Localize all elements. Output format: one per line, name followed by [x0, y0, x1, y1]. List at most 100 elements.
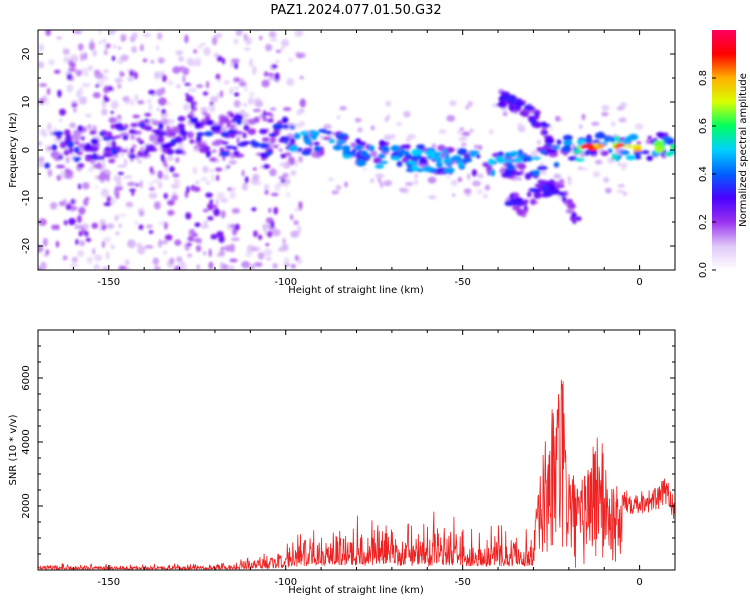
heatmap-cell	[91, 156, 100, 161]
heatmap-cell	[449, 100, 457, 107]
heatmap-cell	[91, 222, 99, 229]
heatmap-cell	[73, 141, 80, 145]
heatmap-cell	[601, 104, 610, 111]
heatmap-cell	[46, 87, 51, 96]
heatmap-cell	[610, 136, 616, 143]
heatmap-cell	[533, 115, 540, 119]
heatmap-cell	[288, 145, 299, 152]
heatmap-cell	[265, 257, 272, 261]
heatmap-cell	[517, 163, 527, 170]
heatmap-cell	[511, 206, 518, 210]
heatmap-cell	[65, 156, 70, 164]
heatmap-cell	[235, 30, 243, 37]
heatmap-cell	[229, 113, 235, 118]
heatmap-cell	[196, 132, 205, 137]
heatmap-cell	[233, 86, 240, 90]
heatmap-cell	[562, 134, 573, 141]
heatmap-cell	[73, 131, 79, 139]
heatmap-cell	[571, 212, 577, 218]
heatmap-cell	[446, 175, 451, 179]
heatmap-cell	[263, 248, 273, 257]
heatmap-cell	[265, 243, 270, 247]
heatmap-cell	[151, 179, 160, 184]
heatmap-cell	[63, 149, 70, 156]
heatmap-cell	[295, 30, 304, 37]
y-tick-label: 20	[21, 48, 32, 61]
heatmap-cell	[244, 84, 248, 93]
heatmap-cell	[266, 230, 273, 238]
heatmap-cell	[202, 91, 209, 96]
heatmap-cell	[158, 97, 167, 106]
heatmap-cell	[379, 181, 384, 188]
heatmap-cell	[110, 244, 115, 250]
heatmap-cell	[216, 192, 225, 200]
heatmap-cell	[45, 30, 51, 37]
heatmap-cell	[218, 249, 225, 257]
heatmap-cell	[90, 137, 99, 145]
heatmap-cell	[200, 224, 209, 229]
heatmap-cell	[579, 124, 583, 129]
heatmap-cell	[370, 178, 375, 184]
heatmap-cell	[102, 69, 110, 74]
heatmap-cell	[58, 201, 67, 207]
heatmap-cell	[114, 186, 124, 191]
heatmap-cell	[536, 139, 541, 145]
heatmap-cell	[624, 144, 634, 149]
heatmap-cell	[272, 263, 278, 269]
heatmap-cell	[138, 140, 145, 145]
heatmap-cell	[170, 138, 177, 145]
heatmap-cell	[146, 98, 152, 105]
heatmap-cell	[450, 179, 458, 187]
heatmap-cell	[49, 201, 58, 210]
y-tick-label: -10	[21, 190, 32, 206]
heatmap-cell	[411, 148, 423, 156]
heatmap-cell	[121, 38, 125, 42]
snr-ylabel: SNR (10 * v/v)	[8, 414, 19, 485]
heatmap-cell	[247, 128, 257, 136]
heatmap-cell	[548, 152, 559, 158]
heatmap-cell	[233, 38, 239, 45]
heatmap-cell	[102, 136, 112, 141]
heatmap-cell	[189, 139, 195, 144]
y-tick-label: 6000	[21, 365, 32, 390]
heatmap-cell	[625, 155, 636, 161]
heatmap-cell	[281, 39, 290, 47]
heatmap-cell	[526, 155, 533, 162]
heatmap-cell	[117, 46, 122, 50]
heatmap-cell	[74, 224, 81, 230]
heatmap-cell	[117, 164, 127, 168]
heatmap-cell	[227, 265, 235, 270]
colorbar-tick-label: 0.6	[698, 118, 709, 134]
heatmap-cell	[513, 171, 523, 176]
heatmap-cell	[456, 130, 462, 135]
heatmap-cell	[149, 166, 154, 174]
heatmap-cell	[78, 96, 88, 105]
heatmap-cell	[194, 237, 202, 244]
heatmap-cell	[508, 104, 515, 111]
heatmap-cell	[175, 50, 184, 55]
heatmap-cell	[377, 176, 382, 184]
heatmap-cell	[362, 168, 367, 172]
heatmap-cell	[313, 141, 320, 146]
heatmap-cell	[530, 119, 536, 126]
heatmap-cell	[86, 256, 94, 264]
heatmap-cell	[247, 97, 255, 105]
heatmap-cell	[282, 124, 290, 129]
heatmap-cell	[581, 113, 586, 121]
heatmap-cell	[336, 139, 345, 145]
heatmap-cell	[278, 148, 283, 152]
heatmap-cell	[268, 72, 274, 77]
heatmap-cell	[152, 257, 160, 266]
heatmap-cell	[286, 179, 291, 184]
heatmap-cell	[618, 117, 627, 123]
heatmap-cell	[235, 118, 243, 125]
heatmap-cell	[60, 170, 66, 180]
heatmap-cell	[294, 160, 299, 167]
heatmap-cell	[53, 130, 64, 136]
heatmap-cell	[51, 144, 58, 151]
heatmap-cell	[476, 188, 483, 195]
heatmap-cell	[58, 155, 63, 160]
heatmap-cell	[268, 133, 278, 137]
heatmap-cell	[370, 150, 378, 158]
heatmap-cell	[139, 179, 143, 189]
